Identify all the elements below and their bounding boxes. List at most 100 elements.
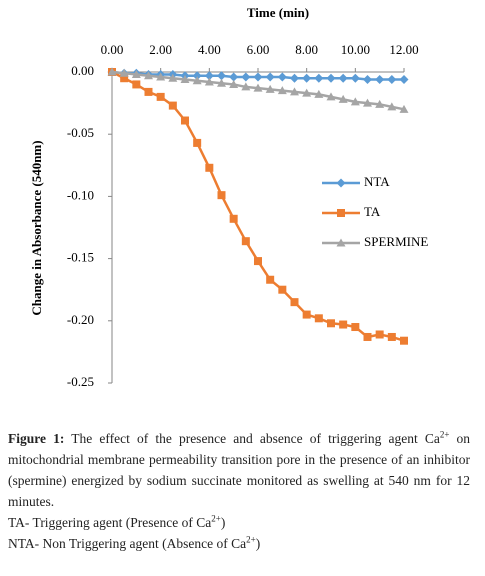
legend-label: TA: [364, 204, 381, 219]
marker: [156, 72, 166, 81]
marker: [375, 330, 384, 339]
note-text: ): [220, 515, 226, 530]
marker: [338, 73, 348, 83]
marker: [192, 71, 202, 81]
marker: [241, 82, 251, 91]
marker: [326, 73, 336, 83]
caption-paragraph: TA- Triggering agent (Presence of Ca2+): [8, 512, 470, 533]
caption-paragraph: Figure 1: The effect of the presence and…: [8, 428, 470, 512]
marker: [363, 98, 372, 107]
marker: [217, 71, 226, 81]
marker: [387, 332, 396, 341]
chart-title: Time (min): [247, 5, 309, 20]
y-tick-label: -0.15: [67, 250, 94, 265]
marker: [314, 73, 324, 83]
marker: [336, 178, 346, 188]
x-tick-label: 6.00: [247, 42, 270, 57]
marker: [168, 101, 177, 110]
marker: [387, 74, 397, 84]
marker: [131, 69, 141, 78]
marker: [241, 72, 251, 82]
x-tick-label: 8.00: [295, 42, 318, 57]
marker: [337, 209, 345, 217]
chart: Time (min) Change in Absorbance (540nm) …: [29, 5, 428, 389]
marker: [180, 74, 190, 83]
marker: [387, 102, 397, 111]
x-tick-label: 4.00: [198, 42, 221, 57]
marker: [399, 104, 409, 113]
legend-label: SPERMINE: [364, 234, 428, 249]
marker: [277, 86, 287, 95]
marker: [326, 92, 336, 101]
marker: [217, 191, 226, 200]
y-axis-label: Change in Absorbance (540nm): [29, 140, 44, 315]
marker: [144, 87, 153, 96]
marker: [338, 94, 348, 103]
caption-text: on mitochondrial membrane permeability t…: [8, 431, 471, 509]
y-tick-label: 0.00: [71, 63, 94, 78]
y-tick-label: -0.25: [67, 374, 94, 389]
marker: [302, 310, 311, 319]
caption-text: The effect of the presence and absence o…: [71, 431, 440, 446]
x-tick-label: 12.00: [389, 42, 418, 57]
marker: [168, 73, 178, 82]
caption: Figure 1: The effect of the presence and…: [8, 428, 470, 554]
marker: [302, 73, 312, 83]
marker: [253, 72, 263, 82]
x-tick-label: 10.00: [341, 42, 370, 57]
x-tick-label: 0.00: [101, 42, 124, 57]
caption-paragraph: NTA- Non Triggering agent (Absence of Ca…: [8, 533, 470, 554]
marker: [229, 72, 239, 82]
y-tick-label: -0.10: [67, 187, 94, 202]
caption-label: Figure 1:: [8, 431, 65, 446]
marker: [144, 71, 153, 80]
marker: [229, 214, 238, 223]
marker: [120, 74, 129, 83]
marker: [290, 298, 299, 307]
marker: [265, 84, 275, 93]
note-text: NTA- Non Triggering agent (Absence of Ca: [8, 536, 247, 551]
marker: [399, 74, 409, 84]
legend-label: NTA: [364, 174, 390, 189]
marker: [375, 99, 385, 108]
marker: [363, 74, 372, 84]
marker: [278, 285, 287, 294]
marker: [193, 138, 202, 147]
superscript: 2+: [246, 534, 256, 545]
marker: [336, 238, 346, 247]
superscript: 2+: [439, 429, 450, 440]
marker: [205, 163, 214, 172]
marker: [339, 320, 348, 329]
marker: [204, 71, 214, 81]
marker: [156, 92, 165, 101]
marker: [229, 79, 239, 88]
x-tick-label: 2.00: [149, 42, 172, 57]
marker: [290, 73, 299, 83]
marker: [314, 89, 324, 98]
marker: [204, 77, 214, 86]
marker: [107, 67, 117, 76]
y-tick-label: -0.05: [67, 125, 94, 140]
marker: [290, 87, 299, 96]
marker: [132, 80, 141, 89]
marker: [181, 116, 189, 125]
marker: [217, 78, 226, 87]
marker: [253, 83, 263, 92]
note-text: TA- Triggering agent (Presence of Ca: [8, 515, 212, 530]
marker: [254, 257, 262, 266]
y-tick-label: -0.20: [67, 312, 94, 327]
marker: [400, 336, 408, 345]
marker: [119, 68, 129, 77]
marker: [363, 332, 372, 341]
marker: [375, 74, 385, 84]
marker: [241, 237, 250, 246]
marker: [192, 76, 202, 85]
note-text: ): [255, 536, 261, 551]
superscript: 2+: [211, 513, 221, 524]
marker: [277, 72, 287, 82]
marker: [350, 73, 360, 83]
marker: [350, 97, 360, 106]
marker: [351, 323, 360, 332]
marker: [265, 72, 275, 82]
